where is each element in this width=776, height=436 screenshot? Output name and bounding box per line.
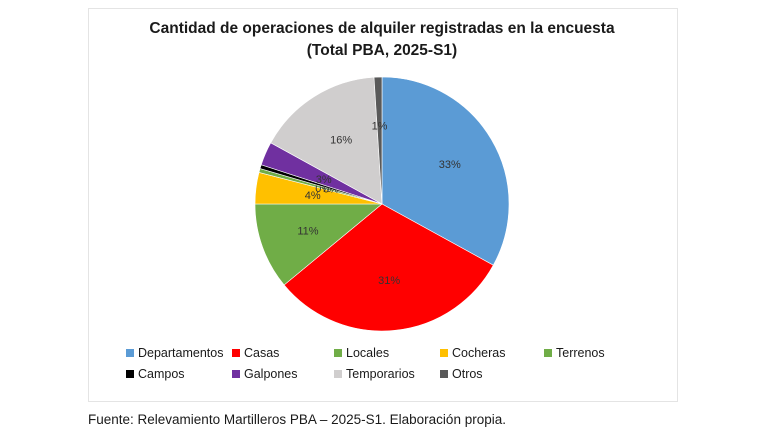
legend-label: Locales [346, 346, 390, 360]
pie-label-otros: 1% [372, 120, 388, 132]
legend-item-campos: Campos [126, 367, 232, 381]
legend-swatch [334, 370, 342, 378]
legend-swatch [440, 349, 448, 357]
pie-label-temporarios: 16% [330, 135, 352, 147]
pie-label-cocheras: 4% [305, 190, 321, 202]
legend-swatch [334, 349, 342, 357]
legend-item-otros: Otros [440, 367, 544, 381]
pie-label-departamentos: 33% [439, 159, 461, 171]
legend-item-galpones: Galpones [232, 367, 334, 381]
pie-slice-casas [283, 203, 494, 332]
pie-label-locales: 11% [297, 226, 318, 238]
chart-subtitle: (Total PBA, 2025-S1) [306, 42, 458, 59]
legend-item-casas: Casas [232, 346, 334, 360]
legend-label: Campos [138, 367, 185, 381]
legend-swatch [232, 349, 240, 357]
legend-item-terrenos: Terrenos [544, 346, 644, 360]
pie-slice-otros [373, 76, 383, 205]
pie-label-casas: 31% [378, 275, 400, 287]
legend-label: Galpones [244, 367, 298, 381]
pie-slice-temporarios [270, 76, 383, 205]
pie-label-galpones: 3% [316, 174, 332, 186]
legend-item-temporarios: Temporarios [334, 367, 440, 381]
legend-label: Otros [452, 367, 483, 381]
pie-slice-locales [254, 203, 383, 286]
legend-swatch [544, 349, 552, 357]
legend-swatch [126, 370, 134, 378]
legend-label: Terrenos [556, 346, 605, 360]
legend-label: Casas [244, 346, 280, 360]
chart-title: Cantidad de operaciones de alquiler regi… [88, 18, 676, 62]
legend-label: Temporarios [346, 367, 415, 381]
legend-item-departamentos: Departamentos [126, 346, 232, 360]
legend-swatch [440, 370, 448, 378]
chart-title-line1: Cantidad de operaciones de alquiler regi… [149, 20, 615, 37]
legend-item-cocheras: Cocheras [440, 346, 544, 360]
chart-legend: Departamentos Casas Locales Cocheras Terreno… [126, 346, 646, 381]
legend-label: Departamentos [138, 346, 224, 360]
legend-swatch [126, 349, 134, 357]
pie-slice-departamentos [381, 76, 510, 266]
legend-item-locales: Locales [334, 346, 440, 360]
legend-label: Cocheras [452, 346, 506, 360]
legend-swatch [232, 370, 240, 378]
source-note: Fuente: Relevamiento Martilleros PBA – 2… [88, 412, 506, 427]
